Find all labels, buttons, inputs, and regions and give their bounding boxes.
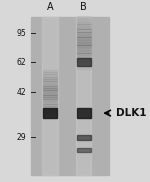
Bar xyxy=(43,70,57,72)
Bar xyxy=(77,21,90,24)
Bar xyxy=(43,90,57,92)
Bar xyxy=(77,66,90,68)
Bar xyxy=(77,32,90,34)
Bar xyxy=(43,108,57,118)
Bar xyxy=(43,72,57,74)
Bar xyxy=(77,51,90,53)
Bar xyxy=(77,19,90,21)
Bar xyxy=(43,113,57,115)
Bar xyxy=(77,27,90,29)
Bar xyxy=(77,58,90,66)
Bar xyxy=(77,16,90,18)
Bar xyxy=(43,95,57,97)
Bar xyxy=(77,29,90,32)
Bar xyxy=(43,111,57,113)
Bar xyxy=(77,53,90,55)
Bar xyxy=(77,61,90,63)
Text: 62: 62 xyxy=(17,58,26,67)
Bar xyxy=(31,17,109,175)
Bar xyxy=(43,84,57,86)
Bar xyxy=(77,40,90,42)
Bar xyxy=(77,35,90,37)
Bar xyxy=(43,104,57,106)
Bar xyxy=(43,97,57,99)
Bar xyxy=(77,58,90,61)
Bar xyxy=(42,17,58,175)
Bar xyxy=(77,148,90,152)
Bar xyxy=(43,81,57,83)
Bar xyxy=(43,86,57,88)
Text: 29: 29 xyxy=(17,133,26,142)
Bar xyxy=(43,99,57,102)
Bar xyxy=(43,108,57,110)
Bar xyxy=(43,77,57,79)
Text: DLK1: DLK1 xyxy=(116,108,146,118)
Bar xyxy=(77,108,90,118)
Bar xyxy=(77,24,90,26)
Bar xyxy=(77,134,90,140)
Bar xyxy=(76,17,91,175)
Bar xyxy=(43,106,57,108)
Text: A: A xyxy=(47,2,53,12)
Bar xyxy=(77,45,90,47)
Bar xyxy=(77,43,90,45)
Bar xyxy=(43,93,57,95)
Bar xyxy=(77,37,90,39)
Bar xyxy=(77,56,90,58)
Bar xyxy=(43,88,57,90)
Bar xyxy=(77,64,90,66)
Bar xyxy=(77,48,90,50)
Text: B: B xyxy=(80,2,87,12)
Bar xyxy=(43,102,57,104)
Text: 42: 42 xyxy=(17,88,26,97)
Bar xyxy=(43,74,57,77)
Text: 95: 95 xyxy=(17,29,26,38)
Bar xyxy=(43,79,57,81)
